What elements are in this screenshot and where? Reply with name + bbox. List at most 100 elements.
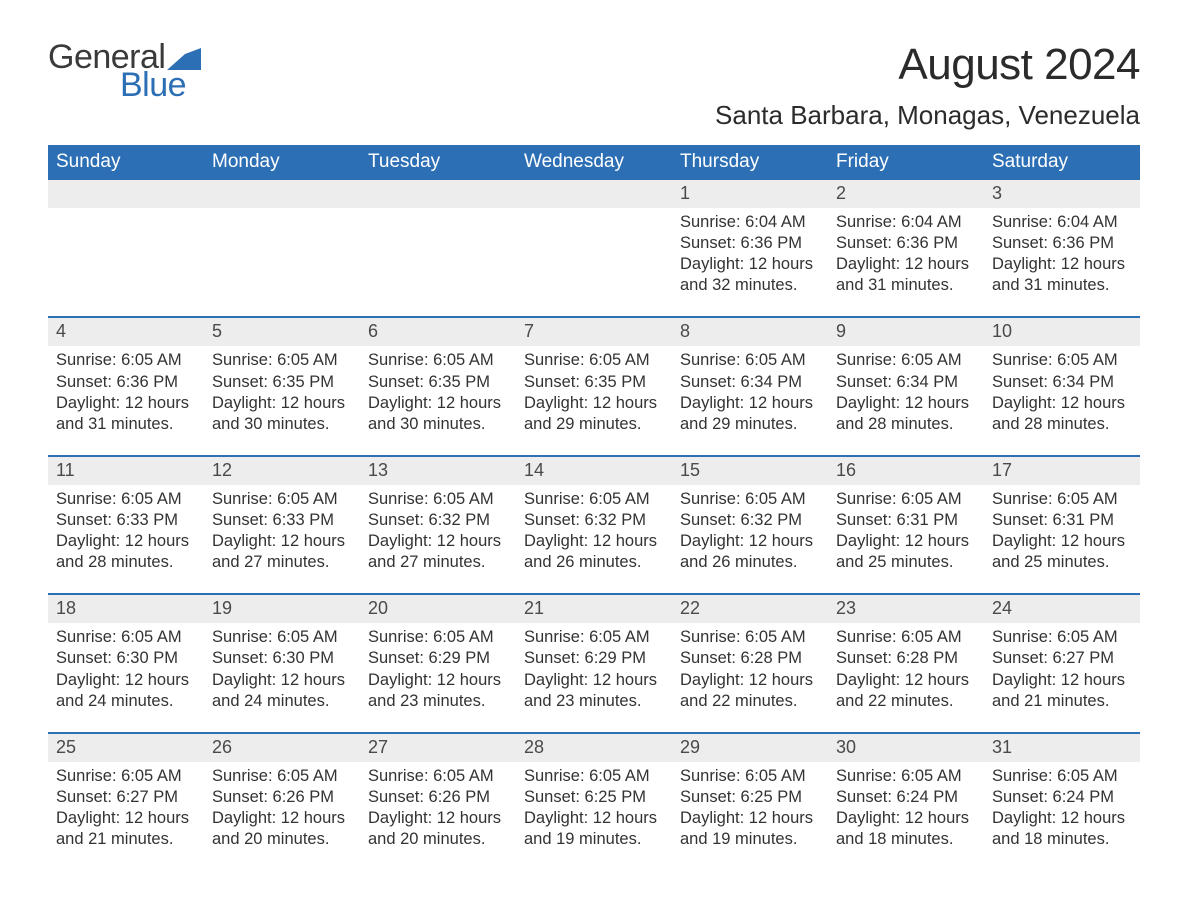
sunset-text: Sunset: 6:35 PM [368,372,508,393]
cells-row: Sunrise: 6:04 AMSunset: 6:36 PMDaylight:… [48,208,1140,316]
daylight-text: and 31 minutes. [836,275,976,296]
sunrise-text: Sunrise: 6:05 AM [836,766,976,787]
daylight-text: and 18 minutes. [992,829,1132,850]
day-number: 9 [828,318,984,346]
page-title: August 2024 [715,40,1140,90]
weekday-header: Tuesday [360,145,516,180]
sunset-text: Sunset: 6:31 PM [836,510,976,531]
day-number: 24 [984,595,1140,623]
daylight-text: Daylight: 12 hours [524,531,664,552]
daylight-text: Daylight: 12 hours [992,393,1132,414]
sunrise-text: Sunrise: 6:05 AM [56,350,196,371]
daynum-row: 25262728293031 [48,734,1140,762]
day-cell: Sunrise: 6:05 AMSunset: 6:30 PMDaylight:… [48,623,204,731]
cells-row: Sunrise: 6:05 AMSunset: 6:30 PMDaylight:… [48,623,1140,731]
weekday-header: Sunday [48,145,204,180]
week-row: 25262728293031Sunrise: 6:05 AMSunset: 6:… [48,732,1140,870]
daylight-text: and 31 minutes. [992,275,1132,296]
daylight-text: and 28 minutes. [56,552,196,573]
daylight-text: Daylight: 12 hours [212,670,352,691]
day-cell: Sunrise: 6:05 AMSunset: 6:24 PMDaylight:… [984,762,1140,870]
day-cell [48,208,204,316]
sunrise-text: Sunrise: 6:05 AM [524,766,664,787]
day-cell [204,208,360,316]
day-cell: Sunrise: 6:05 AMSunset: 6:25 PMDaylight:… [516,762,672,870]
daylight-text: and 21 minutes. [992,691,1132,712]
sunrise-text: Sunrise: 6:05 AM [992,627,1132,648]
logo-text-blue: Blue [120,68,201,102]
daylight-text: and 31 minutes. [56,414,196,435]
weekday-header: Thursday [672,145,828,180]
week-row: 123Sunrise: 6:04 AMSunset: 6:36 PMDaylig… [48,180,1140,316]
sunrise-text: Sunrise: 6:05 AM [368,627,508,648]
daylight-text: Daylight: 12 hours [992,808,1132,829]
sunset-text: Sunset: 6:33 PM [56,510,196,531]
daylight-text: Daylight: 12 hours [992,254,1132,275]
day-cell: Sunrise: 6:05 AMSunset: 6:24 PMDaylight:… [828,762,984,870]
sunrise-text: Sunrise: 6:05 AM [524,350,664,371]
sunrise-text: Sunrise: 6:05 AM [212,489,352,510]
daylight-text: and 27 minutes. [212,552,352,573]
daylight-text: Daylight: 12 hours [368,670,508,691]
day-cell: Sunrise: 6:04 AMSunset: 6:36 PMDaylight:… [984,208,1140,316]
sunset-text: Sunset: 6:33 PM [212,510,352,531]
day-cell: Sunrise: 6:05 AMSunset: 6:31 PMDaylight:… [984,485,1140,593]
sunset-text: Sunset: 6:36 PM [56,372,196,393]
day-number: 21 [516,595,672,623]
day-number: 10 [984,318,1140,346]
title-block: August 2024 Santa Barbara, Monagas, Vene… [715,40,1140,131]
sunset-text: Sunset: 6:32 PM [368,510,508,531]
daylight-text: and 20 minutes. [368,829,508,850]
daylight-text: and 29 minutes. [524,414,664,435]
day-cell: Sunrise: 6:05 AMSunset: 6:26 PMDaylight:… [360,762,516,870]
day-number: 30 [828,734,984,762]
day-number [516,180,672,208]
day-cell: Sunrise: 6:05 AMSunset: 6:33 PMDaylight:… [204,485,360,593]
daylight-text: Daylight: 12 hours [56,670,196,691]
day-number: 22 [672,595,828,623]
daylight-text: Daylight: 12 hours [680,670,820,691]
sunrise-text: Sunrise: 6:05 AM [680,489,820,510]
sunset-text: Sunset: 6:30 PM [56,648,196,669]
daylight-text: Daylight: 12 hours [56,808,196,829]
sunset-text: Sunset: 6:26 PM [212,787,352,808]
sunrise-text: Sunrise: 6:05 AM [836,350,976,371]
sunset-text: Sunset: 6:24 PM [992,787,1132,808]
sunrise-text: Sunrise: 6:05 AM [56,489,196,510]
day-number [48,180,204,208]
daylight-text: Daylight: 12 hours [992,670,1132,691]
day-cell: Sunrise: 6:04 AMSunset: 6:36 PMDaylight:… [828,208,984,316]
sunset-text: Sunset: 6:36 PM [836,233,976,254]
daylight-text: Daylight: 12 hours [524,670,664,691]
daylight-text: and 25 minutes. [992,552,1132,573]
day-cell [516,208,672,316]
sunset-text: Sunset: 6:24 PM [836,787,976,808]
daylight-text: Daylight: 12 hours [836,254,976,275]
sunrise-text: Sunrise: 6:05 AM [368,766,508,787]
day-number: 27 [360,734,516,762]
sunrise-text: Sunrise: 6:04 AM [680,212,820,233]
day-cell: Sunrise: 6:05 AMSunset: 6:32 PMDaylight:… [360,485,516,593]
sunset-text: Sunset: 6:26 PM [368,787,508,808]
day-cell: Sunrise: 6:05 AMSunset: 6:29 PMDaylight:… [516,623,672,731]
sunset-text: Sunset: 6:34 PM [680,372,820,393]
day-cell: Sunrise: 6:05 AMSunset: 6:35 PMDaylight:… [204,346,360,454]
daynum-row: 18192021222324 [48,595,1140,623]
daylight-text: Daylight: 12 hours [836,531,976,552]
location: Santa Barbara, Monagas, Venezuela [715,100,1140,131]
sunset-text: Sunset: 6:29 PM [524,648,664,669]
daylight-text: and 22 minutes. [836,691,976,712]
day-cell: Sunrise: 6:05 AMSunset: 6:31 PMDaylight:… [828,485,984,593]
sunrise-text: Sunrise: 6:05 AM [992,489,1132,510]
day-number: 18 [48,595,204,623]
sunset-text: Sunset: 6:25 PM [524,787,664,808]
day-cell: Sunrise: 6:04 AMSunset: 6:36 PMDaylight:… [672,208,828,316]
daylight-text: and 23 minutes. [368,691,508,712]
daylight-text: Daylight: 12 hours [680,531,820,552]
sunset-text: Sunset: 6:32 PM [524,510,664,531]
daylight-text: Daylight: 12 hours [836,808,976,829]
sunrise-text: Sunrise: 6:05 AM [680,627,820,648]
daylight-text: Daylight: 12 hours [212,808,352,829]
sunset-text: Sunset: 6:31 PM [992,510,1132,531]
daylight-text: and 27 minutes. [368,552,508,573]
